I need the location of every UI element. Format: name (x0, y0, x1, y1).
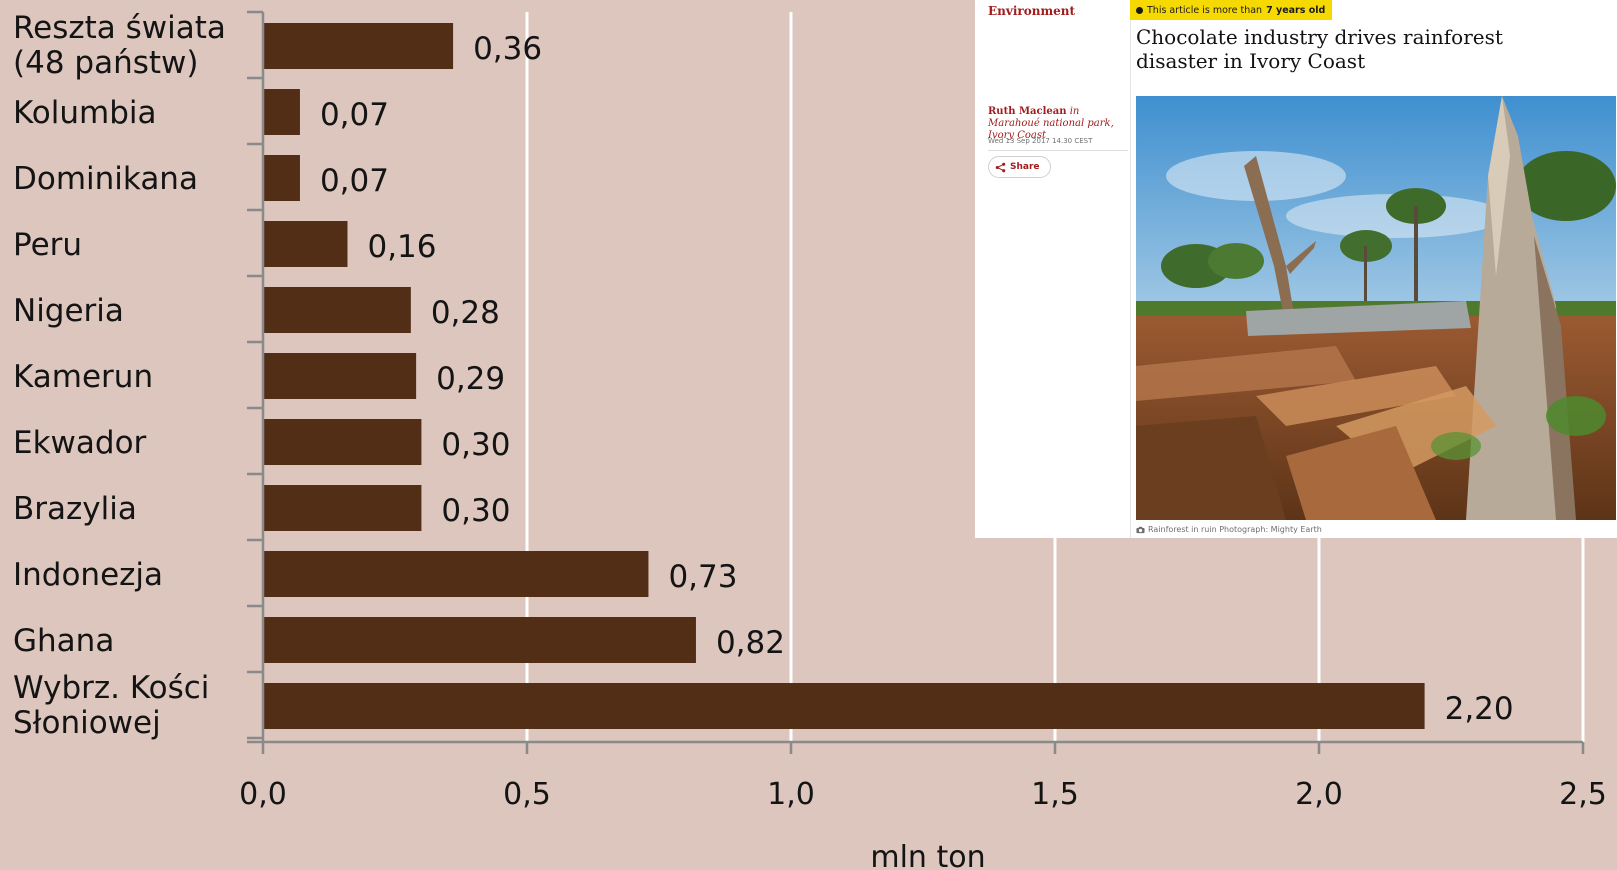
x-tick-label: 0,5 (503, 777, 551, 812)
category-label-line: Wybrz. Kości (13, 670, 209, 706)
value-label: 2,20 (1445, 691, 1514, 727)
value-label: 0,07 (320, 97, 389, 133)
category-label: Peru (13, 227, 82, 263)
value-label: 0,73 (668, 559, 737, 595)
share-icon (995, 162, 1006, 172)
value-label: 0,28 (431, 295, 500, 331)
photo-caption: Rainforest in ruin Photograph: Mighty Ea… (1136, 525, 1322, 534)
labels: 0,0 0,5 1,0 1,5 2,0 2,5 0,36 Reszta świata (48 p… (13, 10, 1607, 812)
x-tick-label: 1,5 (1031, 777, 1079, 812)
bar (263, 419, 422, 465)
bar (263, 551, 649, 597)
category-label: Indonezja (13, 557, 163, 593)
camera-icon (1136, 526, 1145, 533)
x-tick-label: 1,0 (767, 777, 815, 812)
category-label: Ekwador (13, 425, 147, 461)
category-label: Kolumbia (13, 95, 157, 131)
category-label: Brazylia (13, 491, 137, 527)
value-label: 0,07 (320, 163, 389, 199)
value-label: 0,36 (473, 31, 542, 67)
headline: Chocolate industry drives rainforest dis… (1136, 25, 1503, 73)
share-label: Share (1010, 162, 1040, 172)
category-label-line: Reszta świata (13, 10, 226, 46)
bar (263, 23, 454, 69)
article-age-badge: This article is more than 7 years old (1130, 0, 1333, 20)
category-label-line: Słoniowej (13, 705, 161, 741)
age-notice-text: This article is more than (1147, 4, 1263, 16)
category-label: Dominikana (13, 161, 198, 197)
age-notice-years: 7 years old (1266, 4, 1326, 16)
rainforest-photo[interactable] (1136, 96, 1616, 520)
value-label: 0,30 (441, 427, 510, 463)
category-label: Ghana (13, 623, 114, 659)
bars (263, 23, 1425, 729)
bar (263, 287, 411, 333)
axes (247, 10, 1585, 754)
bar (263, 221, 348, 267)
value-label: 0,82 (716, 625, 785, 661)
category-label: Wybrz. Kości Słoniowej (13, 670, 209, 741)
article-sidebar: Environment Ruth Maclean in Marahoué nat… (975, 0, 1131, 538)
value-label: 0,29 (436, 361, 505, 397)
bar (263, 155, 300, 201)
value-label: 0,30 (441, 493, 510, 529)
publish-date: Wed 13 Sep 2017 14.30 CEST (988, 137, 1093, 145)
bar (263, 89, 300, 135)
category-label: Nigeria (13, 293, 124, 329)
category-label-line: (48 państw) (13, 45, 198, 81)
share-button[interactable]: Share (988, 156, 1051, 178)
bar (263, 485, 422, 531)
x-tick-label: 2,5 (1559, 777, 1607, 812)
author-name[interactable]: Ruth Maclean (988, 106, 1067, 117)
bar (263, 683, 1425, 729)
category-label: Kamerun (13, 359, 153, 395)
x-axis-title: mln ton (870, 840, 985, 870)
category-label: Reszta świata (48 państw) (13, 10, 226, 81)
x-tick-label: 2,0 (1295, 777, 1343, 812)
section-label[interactable]: Environment (988, 4, 1076, 18)
article-main: This article is more than 7 years old Ch… (1130, 0, 1617, 538)
byline: Ruth Maclean in Marahoué national park, … (988, 106, 1128, 142)
value-label: 0,16 (367, 229, 436, 265)
bar (263, 353, 417, 399)
caption-text: Rainforest in ruin Photograph: Mighty Ea… (1148, 525, 1322, 534)
article-inset: Environment Ruth Maclean in Marahoué nat… (975, 0, 1617, 538)
divider (988, 150, 1128, 151)
x-tick-label: 0,0 (239, 777, 287, 812)
bar (263, 617, 696, 663)
author-location: in Marahoué national park, Ivory Coast (988, 106, 1114, 141)
info-dot-icon (1136, 6, 1143, 14)
